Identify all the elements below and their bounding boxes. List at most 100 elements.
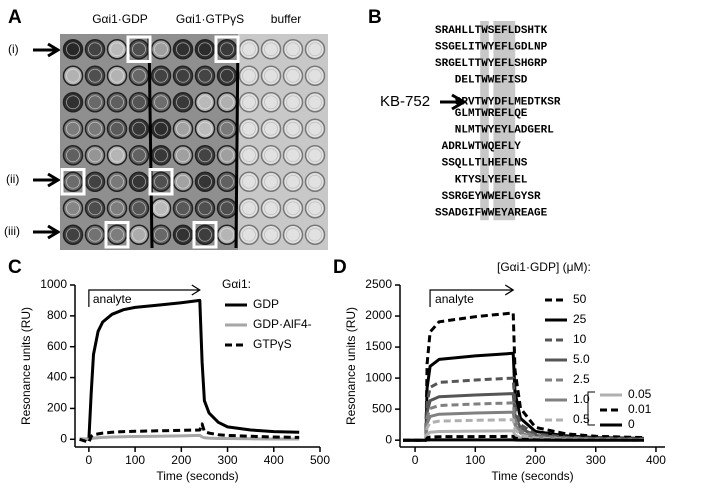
legend-label: 0: [628, 417, 635, 431]
well-rim: [286, 174, 300, 189]
y-tick-label: 1000: [365, 370, 392, 384]
x-axis-label: Time (seconds): [491, 469, 573, 483]
well-rim: [154, 95, 168, 110]
x-tick-label: 0: [412, 453, 419, 467]
well-rim: [154, 42, 168, 57]
sequence: ADRLWTWQEFLY: [442, 141, 522, 153]
column-label: Gαi1·GTPγS: [176, 12, 244, 26]
well-rim: [220, 227, 234, 242]
well-rim: [176, 201, 190, 216]
well-rim: [66, 42, 80, 57]
divider: [147, 35, 154, 249]
well-rim: [220, 174, 234, 189]
well-rim: [242, 227, 256, 242]
well-rim: [264, 227, 278, 242]
well-rim: [242, 148, 256, 163]
y-tick-label: 500: [372, 401, 392, 415]
well-rim: [132, 148, 146, 163]
y-axis-label: Resonance units (RU): [19, 307, 33, 425]
well-rim: [264, 95, 278, 110]
well-rim: [154, 148, 168, 163]
x-axis-label: Time (seconds): [156, 469, 238, 483]
sequence: NLMTWYEYLADGERL: [455, 125, 554, 137]
sequence: SRVTWYDFLMEDTKSR: [455, 96, 561, 108]
row-arrows: [33, 42, 61, 240]
well-rim: [132, 68, 146, 83]
well-rim: [132, 174, 146, 189]
well-rim: [242, 68, 256, 83]
x-tick-label: 500: [310, 453, 330, 467]
well-rim: [264, 68, 278, 83]
well-rim: [132, 121, 146, 136]
well-rim: [286, 42, 300, 57]
legend-label: 0.01: [628, 402, 652, 416]
y-tick-label: 2000: [365, 308, 392, 322]
well-rim: [198, 174, 212, 189]
y-tick-label: 400: [47, 370, 67, 384]
well-rim: [176, 227, 190, 242]
annotation: analyte: [435, 292, 474, 306]
sequence: SRAHLLTWSEFLDSHTK: [435, 25, 548, 37]
sequence: SRGELTTWYEFLSHGRP: [435, 58, 548, 70]
well-rim: [220, 201, 234, 216]
well-rim: [88, 174, 102, 189]
legend-label: 1.0: [573, 392, 590, 406]
y-axis-label: Resonance units (RU): [344, 307, 358, 425]
well-rim: [132, 95, 146, 110]
well-rim: [198, 201, 212, 216]
well-rim: [308, 174, 322, 189]
well-rim: [88, 68, 102, 83]
well-rim: [220, 148, 234, 163]
row-label: (ii): [6, 172, 19, 186]
well-rim: [264, 148, 278, 163]
x-tick-label: 200: [525, 453, 545, 467]
divider: [234, 35, 240, 249]
column-label: Gαi1·GDP: [92, 12, 148, 26]
well-rim: [66, 174, 80, 189]
legend-label: GDP: [253, 297, 279, 311]
well-rim: [176, 42, 190, 57]
marker-arrow: [440, 93, 467, 111]
well-rim: [286, 95, 300, 110]
well-rim: [308, 68, 322, 83]
well-rim: [176, 68, 190, 83]
well-rim: [110, 148, 124, 163]
well-rim: [176, 121, 190, 136]
annotation: analyte: [93, 292, 132, 306]
highlight-box: [192, 221, 218, 249]
well-rim: [242, 121, 256, 136]
well-rim: [154, 227, 168, 242]
well-rim: [308, 121, 322, 136]
x-tick-label: 300: [218, 453, 238, 467]
y-tick-label: 0: [60, 431, 67, 445]
marker-label: KB-752: [380, 93, 430, 110]
well-rim: [154, 201, 168, 216]
well-rim: [66, 201, 80, 216]
well-rim: [110, 174, 124, 189]
highlight-box: [214, 35, 240, 63]
well-rim: [110, 227, 124, 242]
y-tick-label: 1000: [40, 277, 67, 291]
sequence: SSQLLTLHEFLNS: [442, 158, 528, 170]
x-tick-label: 0: [86, 453, 93, 467]
legend-label: GTPγS: [253, 337, 292, 351]
sequence: KTYSLYEFLEL: [455, 174, 528, 186]
sequence: SSGELITWYEFLGDLNP: [435, 42, 548, 54]
panel-label: D: [333, 257, 347, 278]
sequence: DELTWWEFISD: [455, 75, 528, 87]
series-line: [403, 311, 644, 442]
well-rim: [220, 121, 234, 136]
well-rim: [242, 174, 256, 189]
sequence: SSADGIFWWEYAREAGE: [435, 208, 548, 220]
well-rim: [88, 42, 102, 57]
well-rim: [88, 95, 102, 110]
legend-label: 10: [573, 332, 587, 346]
well-rim: [286, 121, 300, 136]
well-rim: [264, 42, 278, 57]
well-rim: [110, 201, 124, 216]
legend-title: [Gαi1·GDP] (μM):: [497, 260, 591, 274]
well-rim: [176, 174, 190, 189]
sequence-list: SRAHLLTWSEFLDSHTK SSGELITWYEFLGDLNP SRGELT…: [435, 21, 561, 221]
well-rim: [264, 201, 278, 216]
series-line: [79, 433, 300, 441]
